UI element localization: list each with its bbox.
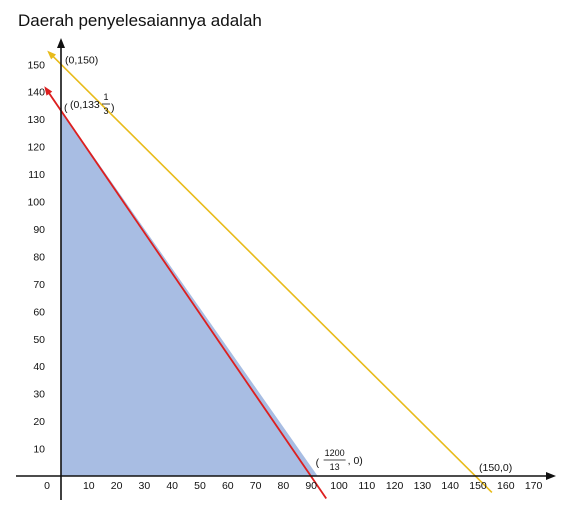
x-tick-label: 150 bbox=[469, 480, 487, 492]
x-tick-labels: 0 10 20 30 40 50 60 70 80 90 100 110 120 130 140 150 160… bbox=[44, 480, 542, 492]
chart-title: Daerah penyelesaiannya adalah bbox=[18, 11, 262, 30]
constraint-line-yellow bbox=[48, 52, 493, 494]
y-tick-label: 90 bbox=[33, 224, 45, 236]
x-tick-label: 0 bbox=[44, 480, 50, 492]
y-tick-label: 130 bbox=[27, 114, 45, 126]
y-tick-label: 110 bbox=[28, 169, 45, 181]
annotation-prefix: (0,133 bbox=[70, 99, 100, 111]
annotation-suffix: , 0) bbox=[348, 455, 363, 467]
annotation-close-paren: ) bbox=[111, 102, 115, 114]
annotation-open-paren: ( bbox=[64, 102, 68, 114]
annotation-fraction-denominator: 13 bbox=[330, 462, 340, 472]
constraint-line-red bbox=[45, 88, 327, 500]
y-tick-label: 80 bbox=[33, 251, 45, 263]
y-tick-label: 150 bbox=[27, 59, 45, 71]
annotation-fraction-numerator: 1200 bbox=[325, 448, 345, 458]
x-tick-label: 30 bbox=[139, 480, 151, 492]
y-tick-labels: 10 20 30 40 50 60 70 80 90 100 110 120 130 140 150 bbox=[27, 59, 45, 455]
y-tick-label: 20 bbox=[33, 416, 45, 428]
y-tick-label: 40 bbox=[33, 361, 45, 373]
axes bbox=[16, 38, 556, 500]
red-line-arrowhead bbox=[44, 86, 53, 96]
y-tick-label: 10 bbox=[33, 444, 45, 456]
x-tick-label: 120 bbox=[386, 480, 404, 492]
x-tick-label: 60 bbox=[222, 480, 234, 492]
annotation-fraction-denominator: 3 bbox=[103, 106, 108, 116]
x-tick-label: 20 bbox=[111, 480, 123, 492]
y-tick-label: 30 bbox=[33, 389, 45, 401]
x-tick-label: 160 bbox=[497, 480, 515, 492]
x-tick-label: 110 bbox=[358, 480, 375, 492]
plot-area bbox=[44, 50, 493, 500]
x-tick-label: 40 bbox=[166, 480, 178, 492]
x-tick-label: 70 bbox=[250, 480, 262, 492]
y-tick-label: 70 bbox=[33, 279, 45, 291]
y-tick-label: 60 bbox=[33, 306, 45, 318]
annotation-open-paren: ( bbox=[316, 457, 320, 469]
feasible-region bbox=[61, 110, 318, 476]
y-axis-arrowhead bbox=[57, 38, 65, 48]
y-tick-label: 120 bbox=[27, 142, 45, 154]
y-tick-label: 100 bbox=[27, 197, 45, 209]
x-tick-label: 140 bbox=[441, 480, 459, 492]
x-tick-label: 10 bbox=[83, 480, 95, 492]
x-axis-arrowhead bbox=[546, 472, 556, 480]
annotation-fraction-numerator: 1 bbox=[103, 92, 108, 102]
x-tick-label: 130 bbox=[414, 480, 432, 492]
point-annotations: (0,150) ( (0,133 1 3 ) ( 1200 13 , 0) (1… bbox=[64, 54, 512, 474]
x-tick-label: 90 bbox=[305, 480, 317, 492]
x-tick-label: 80 bbox=[278, 480, 290, 492]
y-tick-label: 140 bbox=[27, 87, 45, 99]
yellow-line-arrowhead bbox=[47, 50, 57, 60]
x-tick-label: 100 bbox=[330, 480, 348, 492]
annotation-point-150-0: (150,0) bbox=[479, 462, 512, 474]
annotation-point-0-150: (0,150) bbox=[65, 54, 98, 66]
y-tick-label: 50 bbox=[33, 334, 45, 346]
annotation-point-1200-13-0: ( 1200 13 , 0) bbox=[316, 448, 363, 472]
x-tick-label: 170 bbox=[525, 480, 543, 492]
annotation-point-0-133-third: ( (0,133 1 3 ) bbox=[64, 92, 115, 116]
x-tick-label: 50 bbox=[194, 480, 206, 492]
